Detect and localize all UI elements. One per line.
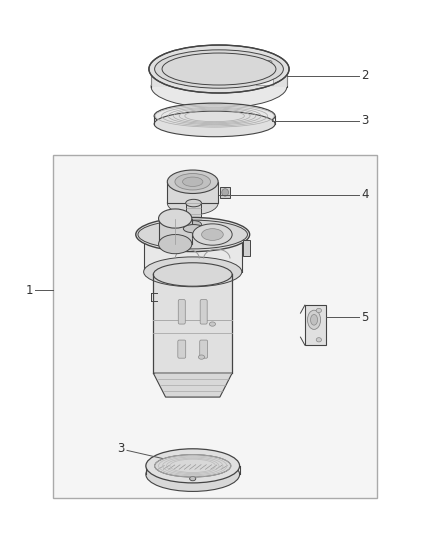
Ellipse shape	[154, 111, 275, 136]
Ellipse shape	[138, 220, 247, 249]
Ellipse shape	[146, 457, 240, 491]
Text: 1: 1	[25, 284, 33, 297]
Ellipse shape	[144, 220, 242, 249]
Text: 3: 3	[361, 115, 369, 127]
Bar	[305, 305, 326, 345]
Ellipse shape	[167, 191, 218, 215]
Ellipse shape	[186, 221, 201, 228]
Ellipse shape	[155, 50, 283, 88]
Polygon shape	[159, 219, 192, 244]
Ellipse shape	[311, 314, 318, 325]
Ellipse shape	[151, 66, 287, 108]
Bar	[220, 187, 230, 198]
Bar	[184, 70, 201, 85]
Ellipse shape	[149, 45, 289, 93]
Ellipse shape	[316, 308, 321, 312]
Ellipse shape	[184, 224, 204, 233]
Polygon shape	[153, 373, 232, 397]
Polygon shape	[186, 203, 201, 224]
Ellipse shape	[159, 209, 192, 228]
Bar	[243, 240, 250, 256]
Ellipse shape	[175, 174, 211, 190]
Ellipse shape	[186, 199, 201, 207]
FancyBboxPatch shape	[178, 340, 186, 358]
FancyBboxPatch shape	[200, 340, 208, 358]
Ellipse shape	[154, 103, 275, 128]
Ellipse shape	[201, 229, 223, 240]
Polygon shape	[144, 235, 242, 272]
Ellipse shape	[146, 449, 240, 483]
Ellipse shape	[167, 170, 218, 193]
Ellipse shape	[307, 310, 321, 329]
Bar	[232, 70, 249, 85]
Ellipse shape	[190, 477, 196, 481]
Ellipse shape	[173, 60, 178, 63]
Ellipse shape	[316, 338, 321, 342]
Ellipse shape	[245, 60, 250, 63]
Bar	[151, 72, 287, 86]
Ellipse shape	[221, 60, 226, 63]
Ellipse shape	[159, 235, 192, 254]
Bar	[208, 70, 225, 85]
Bar	[256, 70, 273, 85]
FancyBboxPatch shape	[200, 300, 207, 324]
Ellipse shape	[267, 60, 272, 63]
Ellipse shape	[162, 53, 276, 85]
Ellipse shape	[209, 322, 215, 326]
Text: 3: 3	[117, 442, 125, 455]
Polygon shape	[153, 274, 232, 373]
Ellipse shape	[198, 355, 205, 359]
Ellipse shape	[197, 60, 202, 63]
Ellipse shape	[183, 177, 203, 187]
Text: 4: 4	[361, 188, 369, 201]
Ellipse shape	[222, 189, 229, 196]
Text: 5: 5	[361, 311, 369, 324]
FancyBboxPatch shape	[178, 300, 185, 324]
Ellipse shape	[153, 263, 232, 286]
Text: 2: 2	[361, 69, 369, 82]
Ellipse shape	[155, 455, 231, 477]
Polygon shape	[167, 182, 218, 203]
Ellipse shape	[144, 257, 242, 287]
Ellipse shape	[136, 217, 250, 252]
Ellipse shape	[193, 224, 232, 245]
Bar	[53, 155, 377, 498]
